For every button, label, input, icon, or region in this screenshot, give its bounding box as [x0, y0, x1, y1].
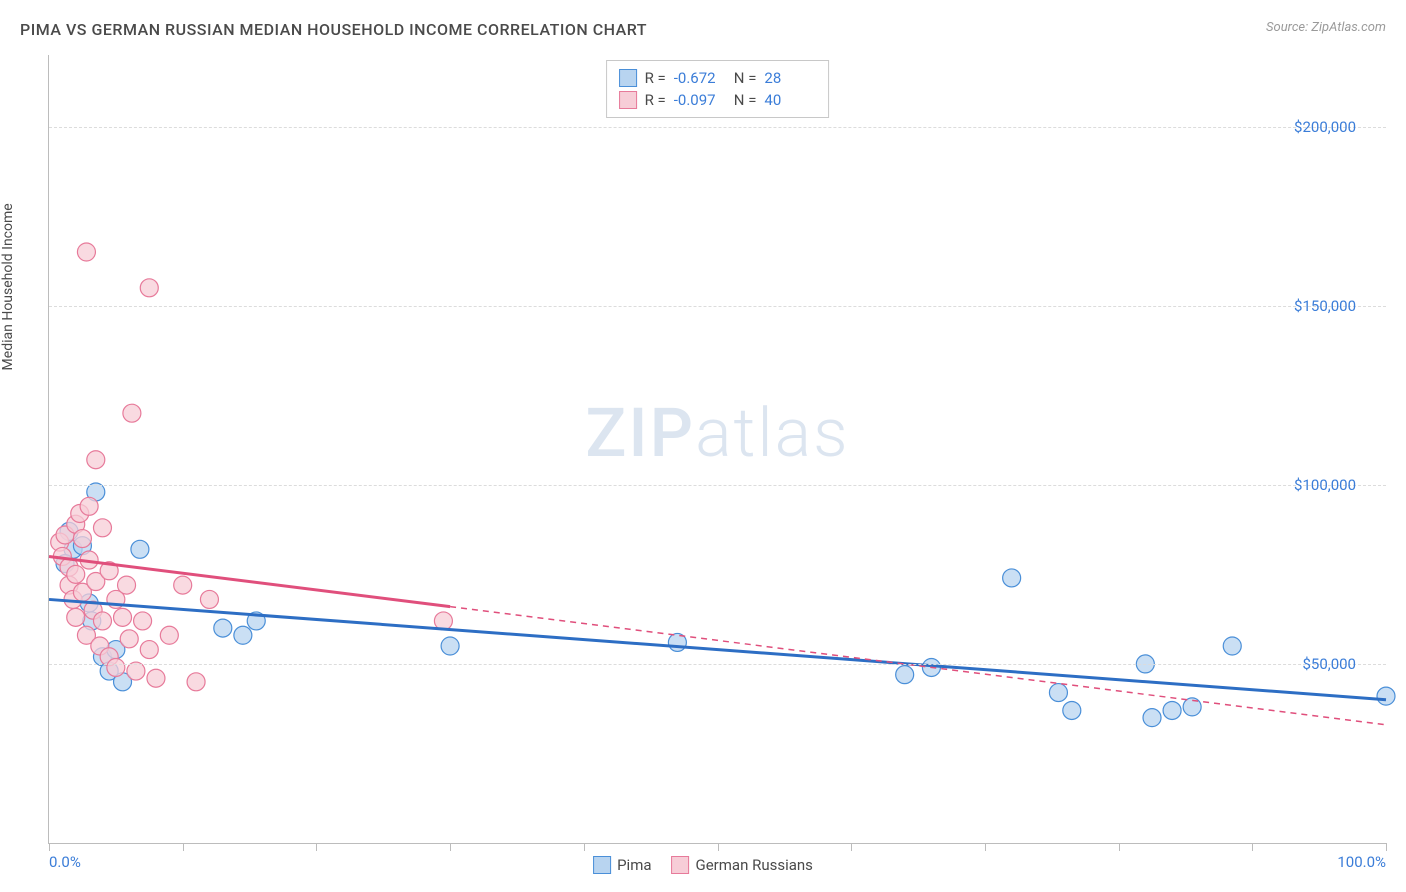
x-tick — [316, 843, 317, 851]
data-point[interactable] — [67, 565, 85, 583]
x-tick — [1119, 843, 1120, 851]
x-tick-label: 100.0% — [1337, 853, 1386, 871]
x-tick — [584, 843, 585, 851]
y-tick-label: $100,000 — [1294, 476, 1356, 494]
legend-item: Pima — [593, 856, 651, 874]
data-point[interactable] — [140, 279, 158, 297]
legend-stats-row: R = -0.097 N = 40 — [619, 89, 817, 111]
trend-line — [49, 599, 1386, 699]
data-point[interactable] — [80, 497, 98, 515]
legend-swatch — [593, 856, 611, 874]
data-point[interactable] — [187, 673, 205, 691]
data-point[interactable] — [1143, 709, 1161, 727]
y-tick-label: $150,000 — [1294, 297, 1356, 315]
data-point[interactable] — [114, 608, 132, 626]
data-point[interactable] — [1003, 569, 1021, 587]
data-point[interactable] — [140, 641, 158, 659]
y-tick-label: $200,000 — [1294, 118, 1356, 136]
data-point[interactable] — [1377, 687, 1395, 705]
chart-plot-area: ZIPatlas R =-0.672N =28R =-0.097N =40 $5… — [48, 55, 1386, 844]
n-label: N = — [734, 69, 757, 87]
data-point[interactable] — [67, 608, 85, 626]
data-point[interactable] — [77, 243, 95, 261]
scatter-plot-svg — [49, 55, 1386, 843]
data-point[interactable] — [87, 451, 105, 469]
data-point[interactable] — [134, 612, 152, 630]
grid-line — [49, 485, 1386, 486]
data-point[interactable] — [160, 626, 178, 644]
x-tick-label: 0.0% — [49, 853, 81, 871]
r-label: R = — [645, 91, 666, 109]
legend-swatch — [619, 91, 637, 109]
legend-swatch — [672, 856, 690, 874]
data-point[interactable] — [118, 576, 136, 594]
data-point[interactable] — [93, 519, 111, 537]
n-value: 40 — [764, 91, 816, 109]
data-point[interactable] — [1163, 701, 1181, 719]
grid-line — [49, 306, 1386, 307]
legend-stats-row: R = -0.672 N = 28 — [619, 67, 817, 89]
x-tick — [49, 843, 50, 851]
grid-line — [49, 664, 1386, 665]
legend-swatch — [619, 69, 637, 87]
n-value: 28 — [764, 69, 816, 87]
data-point[interactable] — [1183, 698, 1201, 716]
x-tick — [1252, 843, 1253, 851]
legend-label: Pima — [617, 856, 651, 874]
data-point[interactable] — [896, 666, 914, 684]
data-point[interactable] — [120, 630, 138, 648]
data-point[interactable] — [214, 619, 232, 637]
data-point[interactable] — [1063, 701, 1081, 719]
x-tick — [183, 843, 184, 851]
chart-header: PIMA VS GERMAN RUSSIAN MEDIAN HOUSEHOLD … — [20, 20, 1386, 39]
source-attribution: Source: ZipAtlas.com — [1266, 20, 1386, 35]
data-point[interactable] — [200, 590, 218, 608]
data-point[interactable] — [1049, 684, 1067, 702]
data-point[interactable] — [131, 540, 149, 558]
data-point[interactable] — [441, 637, 459, 655]
data-point[interactable] — [174, 576, 192, 594]
r-value: -0.672 — [674, 69, 726, 87]
r-label: R = — [645, 69, 666, 87]
y-tick-label: $50,000 — [1302, 655, 1356, 673]
r-value: -0.097 — [674, 91, 726, 109]
grid-line — [49, 127, 1386, 128]
legend-footer: Pima German Russians — [593, 856, 813, 874]
legend-item: German Russians — [672, 856, 813, 874]
x-tick — [450, 843, 451, 851]
x-tick — [985, 843, 986, 851]
data-point[interactable] — [234, 626, 252, 644]
n-label: N = — [734, 91, 757, 109]
chart-title: PIMA VS GERMAN RUSSIAN MEDIAN HOUSEHOLD … — [20, 20, 647, 39]
legend-label: German Russians — [696, 856, 813, 874]
data-point[interactable] — [107, 658, 125, 676]
x-tick — [1386, 843, 1387, 851]
data-point[interactable] — [93, 612, 111, 630]
y-axis-label: Median Household Income — [0, 203, 16, 370]
data-point[interactable] — [123, 404, 141, 422]
data-point[interactable] — [147, 669, 165, 687]
data-point[interactable] — [73, 530, 91, 548]
data-point[interactable] — [1223, 637, 1241, 655]
legend-stats-box: R = -0.672 N = 28 R = -0.097 N = 40 — [606, 60, 830, 118]
x-tick — [718, 843, 719, 851]
x-tick — [851, 843, 852, 851]
